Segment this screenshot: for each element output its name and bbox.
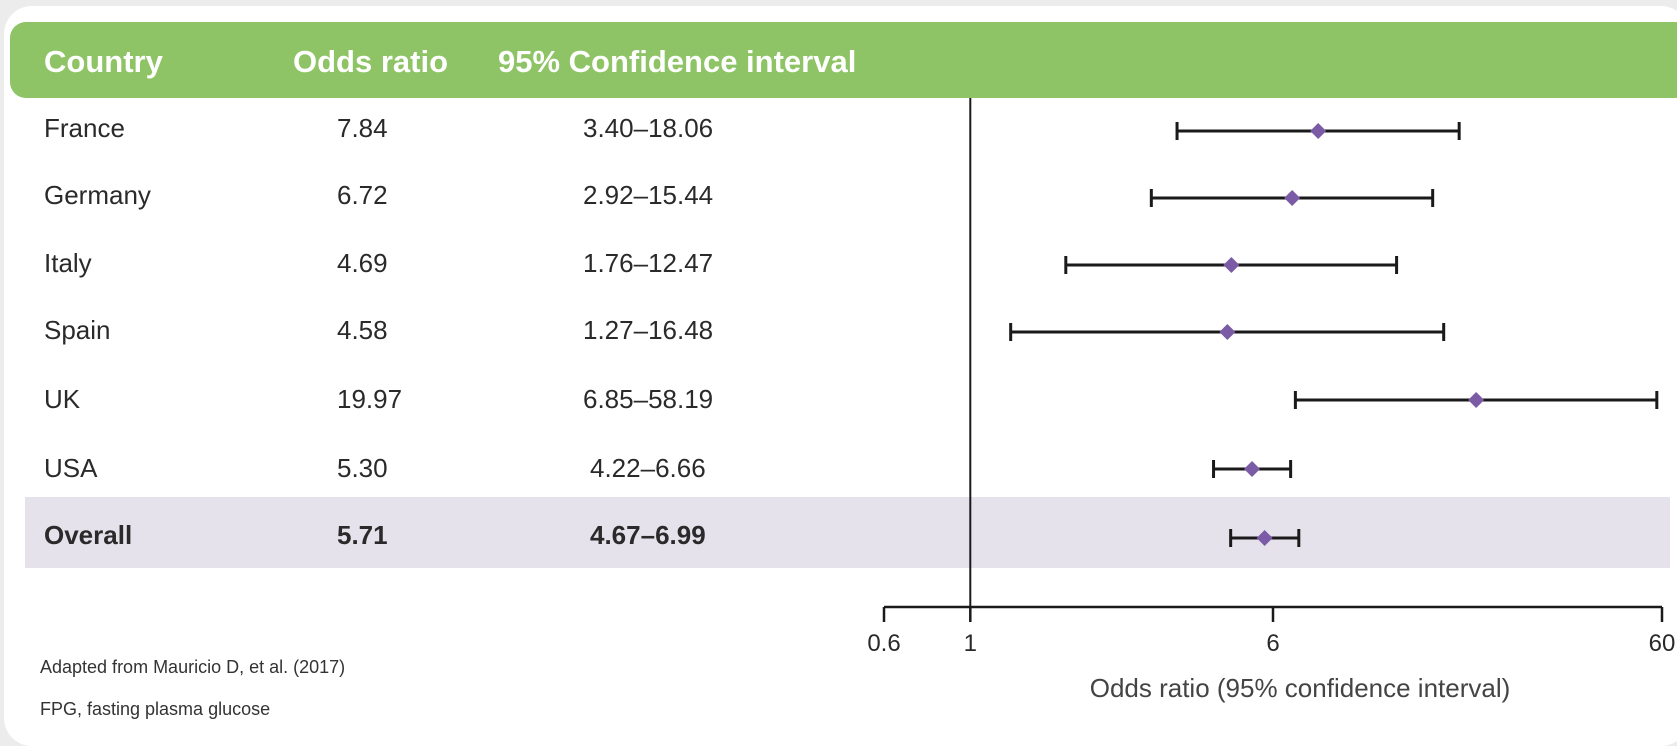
row-country: Germany <box>44 180 151 210</box>
row-country: USA <box>44 453 98 483</box>
row-odds-ratio: 6.72 <box>337 180 388 210</box>
x-tick-label: 6 <box>1266 630 1279 657</box>
odds-ratio-marker <box>1244 461 1261 477</box>
row-country: Spain <box>44 315 111 345</box>
odds-ratio-marker <box>1219 324 1236 340</box>
row-odds-ratio: 7.84 <box>337 113 388 143</box>
row-confidence-interval: 2.92–15.44 <box>583 180 714 210</box>
row-odds-ratio: 4.69 <box>337 248 388 278</box>
odds-ratio-marker <box>1468 392 1485 408</box>
row-confidence-interval: 4.22–6.66 <box>590 453 706 483</box>
row-odds-ratio: 4.58 <box>337 315 388 345</box>
row-odds-ratio: 19.97 <box>337 384 403 414</box>
overall-row-band <box>25 497 1670 568</box>
odds-ratio-marker <box>1310 123 1327 139</box>
row-confidence-interval: 6.85–58.19 <box>583 384 714 414</box>
x-axis-label: Odds ratio (95% confidence interval) <box>1090 673 1511 703</box>
odds-ratio-marker <box>1284 190 1301 206</box>
table-header-bar <box>10 22 1677 98</box>
header-country: Country <box>44 44 163 79</box>
header-odds-ratio: Odds ratio <box>293 44 449 79</box>
x-tick-label: 60 <box>1649 630 1676 657</box>
row-confidence-interval: 1.27–16.48 <box>583 315 714 345</box>
source-footnote: Adapted from Mauricio D, et al. (2017) <box>40 657 346 677</box>
figure-panel <box>4 6 1677 746</box>
overall-country: Overall <box>44 520 133 550</box>
forest-plot: 0.6 1 6 60 Odds ratio (95% confidence interv… <box>867 98 1676 703</box>
row-confidence-interval: 1.76–12.47 <box>583 248 714 278</box>
row-country: Italy <box>44 248 92 278</box>
row-odds-ratio: 5.30 <box>337 453 388 483</box>
overall-odds-ratio: 5.71 <box>337 520 388 550</box>
row-country: France <box>44 113 125 143</box>
header-confidence-interval: 95% Confidence interval <box>498 44 857 79</box>
row-confidence-interval: 3.40–18.06 <box>583 113 714 143</box>
row-country: UK <box>44 384 81 414</box>
odds-ratio-marker <box>1223 257 1240 273</box>
abbreviation-footnote: FPG, fasting plasma glucose <box>40 699 271 719</box>
x-tick-label: 0.6 <box>867 630 900 657</box>
x-tick-label: 1 <box>964 630 977 657</box>
odds-ratio-marker <box>1256 530 1273 546</box>
overall-confidence-interval: 4.67–6.99 <box>590 520 706 550</box>
